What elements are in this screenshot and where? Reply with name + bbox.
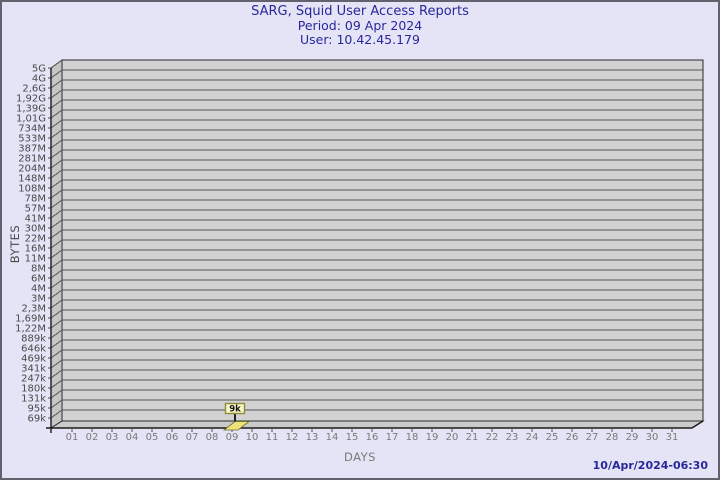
y-axis-title: BYTES	[8, 224, 22, 264]
svg-text:57M: 57M	[25, 204, 46, 215]
svg-text:734M: 734M	[18, 124, 46, 135]
svg-text:5G: 5G	[32, 64, 46, 75]
svg-text:09: 09	[226, 432, 239, 443]
report-period: Period: 09 Apr 2024	[297, 18, 423, 33]
svg-text:4M: 4M	[31, 284, 46, 295]
svg-text:1,22M: 1,22M	[15, 324, 46, 335]
svg-text:30M: 30M	[25, 224, 46, 235]
x-axis-title: DAYS	[344, 450, 376, 464]
svg-text:148M: 148M	[18, 174, 46, 185]
svg-text:14: 14	[326, 432, 339, 443]
svg-text:646k: 646k	[21, 344, 46, 355]
svg-text:2,3M: 2,3M	[21, 304, 46, 315]
svg-text:1,01G: 1,01G	[16, 114, 46, 125]
report-user: User: 10.42.45.179	[300, 32, 420, 47]
svg-text:28: 28	[606, 432, 619, 443]
svg-text:17: 17	[386, 432, 399, 443]
svg-text:204M: 204M	[18, 164, 46, 175]
svg-text:95k: 95k	[27, 404, 46, 415]
y-axis-tick-labels: 5G4G2,6G1,92G1,39G1,01G734M533M387M281M2…	[15, 64, 46, 425]
svg-text:2,6G: 2,6G	[22, 84, 46, 95]
chart-title-block: SARG, Squid User Access Reports Period: …	[2, 5, 718, 47]
svg-text:387M: 387M	[18, 144, 46, 155]
svg-text:18: 18	[406, 432, 419, 443]
svg-text:24: 24	[526, 432, 539, 443]
x-axis-tick-labels: 01 02 03 04 05 06 07 08 09 10 11 12 13 14 15 16 17 18 19 20…	[66, 432, 679, 443]
svg-text:10: 10	[246, 432, 259, 443]
svg-text:30: 30	[646, 432, 659, 443]
svg-text:07: 07	[186, 432, 199, 443]
bar-day-09	[222, 421, 251, 431]
x-axis	[71, 428, 673, 432]
page-title: SARG, Squid User Access Reports	[251, 4, 469, 19]
svg-text:1,39G: 1,39G	[16, 104, 46, 115]
svg-text:889k: 889k	[21, 334, 46, 345]
svg-text:533M: 533M	[18, 134, 46, 145]
svg-text:69k: 69k	[27, 414, 46, 425]
svg-text:247k: 247k	[21, 374, 46, 385]
svg-text:6M: 6M	[31, 274, 46, 285]
svg-text:469k: 469k	[21, 354, 46, 365]
svg-text:01: 01	[66, 432, 79, 443]
svg-text:05: 05	[146, 432, 159, 443]
svg-text:08: 08	[206, 432, 219, 443]
svg-text:11M: 11M	[25, 254, 46, 265]
svg-text:131k: 131k	[21, 394, 46, 405]
svg-text:1,69M: 1,69M	[15, 314, 46, 325]
svg-text:15: 15	[346, 432, 359, 443]
svg-text:21: 21	[466, 432, 479, 443]
svg-text:78M: 78M	[25, 194, 46, 205]
svg-text:22M: 22M	[25, 234, 46, 245]
svg-text:23: 23	[506, 432, 519, 443]
svg-text:06: 06	[166, 432, 179, 443]
svg-text:8M: 8M	[31, 264, 46, 275]
svg-text:19: 19	[426, 432, 439, 443]
svg-text:03: 03	[106, 432, 119, 443]
svg-text:180k: 180k	[21, 384, 46, 395]
svg-text:29: 29	[626, 432, 639, 443]
svg-text:1,92G: 1,92G	[16, 94, 46, 105]
floor-3d	[49, 420, 705, 429]
svg-text:341k: 341k	[21, 364, 46, 375]
svg-text:16: 16	[366, 432, 379, 443]
svg-text:281M: 281M	[18, 154, 46, 165]
svg-text:41M: 41M	[25, 214, 46, 225]
svg-text:12: 12	[286, 432, 299, 443]
value-tooltip: 9k	[224, 402, 246, 422]
plot-outline	[62, 59, 704, 421]
svg-text:16M: 16M	[25, 244, 46, 255]
svg-text:31: 31	[666, 432, 679, 443]
svg-text:22: 22	[486, 432, 499, 443]
svg-text:20: 20	[446, 432, 459, 443]
svg-text:25: 25	[546, 432, 559, 443]
svg-text:4G: 4G	[32, 74, 46, 85]
svg-text:3M: 3M	[31, 294, 46, 305]
front-axis-lines	[46, 68, 704, 433]
svg-text:13: 13	[306, 432, 319, 443]
generation-timestamp: 10/Apr/2024-06:30	[592, 459, 708, 472]
svg-text:26: 26	[566, 432, 579, 443]
svg-text:9k: 9k	[229, 405, 241, 415]
svg-text:04: 04	[126, 432, 139, 443]
svg-text:27: 27	[586, 432, 599, 443]
svg-text:02: 02	[86, 432, 99, 443]
svg-text:108M: 108M	[18, 184, 46, 195]
svg-text:11: 11	[266, 432, 279, 443]
